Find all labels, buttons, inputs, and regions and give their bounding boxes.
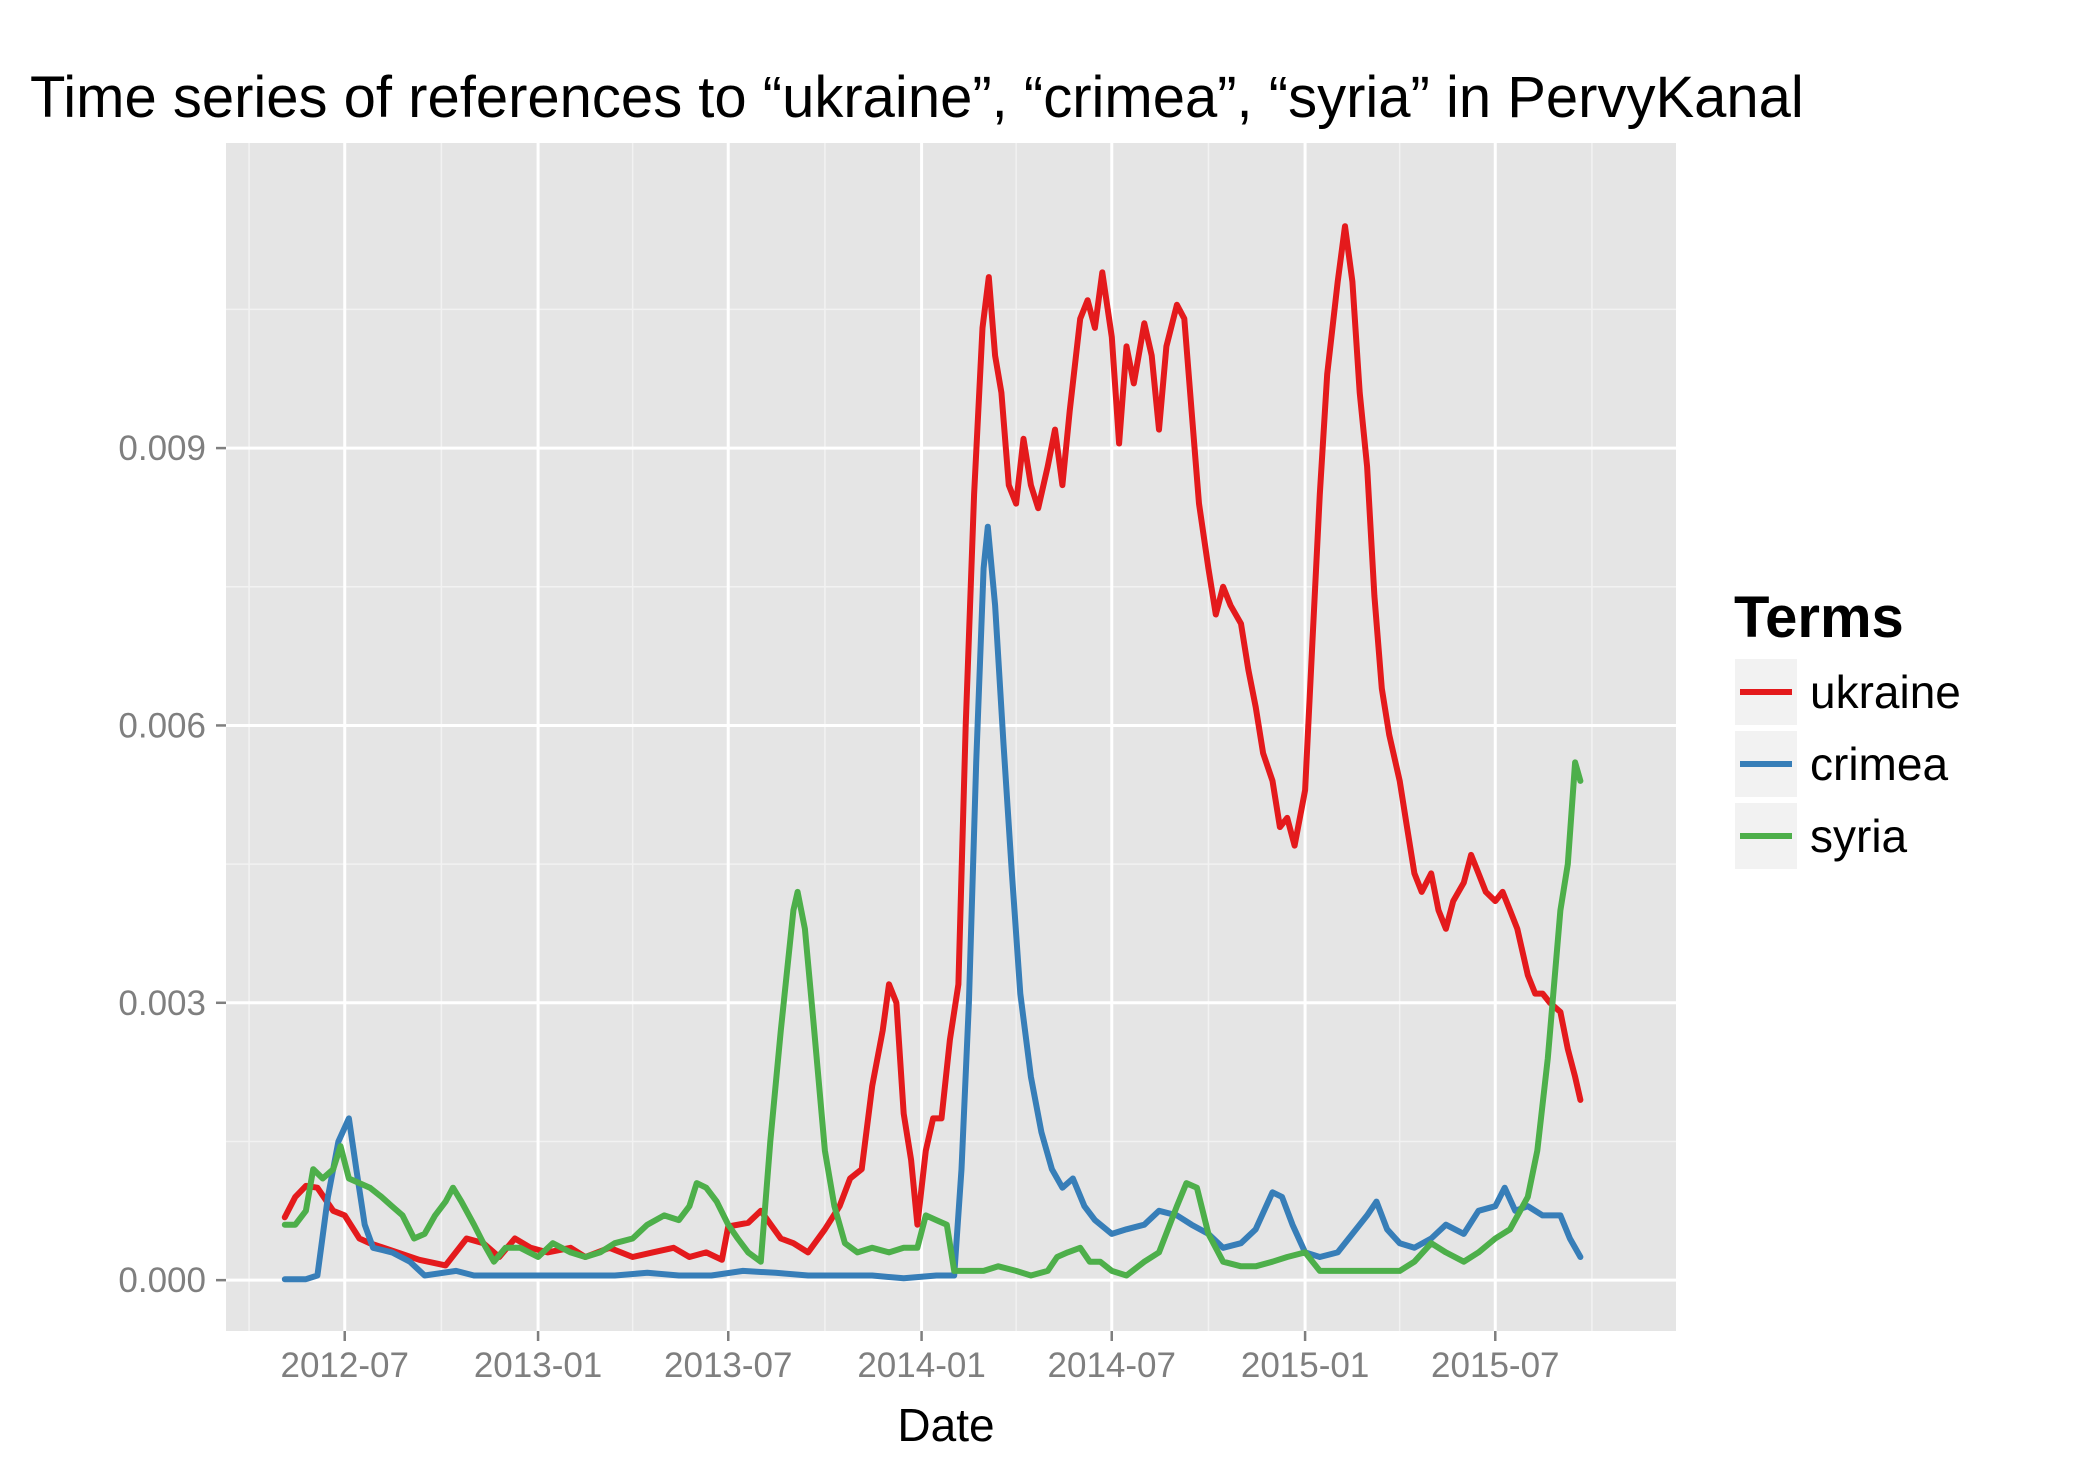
x-tick-label: 2014-07 bbox=[1048, 1346, 1176, 1385]
legend-label-crimea: crimea bbox=[1810, 738, 1948, 790]
x-tick-label: 2015-01 bbox=[1241, 1346, 1369, 1385]
chart-title: Time series of references to “ukraine”, … bbox=[30, 65, 1804, 130]
series-line-ukraine bbox=[281, 223, 1584, 1269]
plot-panel bbox=[226, 143, 1676, 1331]
x-axis-title: Date bbox=[897, 1399, 994, 1451]
x-tick-label: 2015-07 bbox=[1431, 1346, 1559, 1385]
series-lines bbox=[281, 223, 1584, 1283]
y-axis: 0.000 0.003 0.006 0.009 bbox=[118, 429, 226, 1300]
x-tick-label: 2014-01 bbox=[857, 1346, 985, 1385]
y-tick-label: 0.006 bbox=[118, 706, 206, 745]
x-tick-label: 2013-07 bbox=[664, 1346, 792, 1385]
major-gridlines bbox=[226, 143, 1676, 1331]
legend-label-ukraine: ukraine bbox=[1810, 666, 1961, 718]
y-tick-label: 0.003 bbox=[118, 984, 206, 1023]
y-tick-label: 0.000 bbox=[118, 1261, 206, 1300]
minor-gridlines bbox=[226, 143, 1676, 1331]
legend-label-syria: syria bbox=[1810, 810, 1908, 862]
x-tick-label: 2012-07 bbox=[281, 1346, 409, 1385]
series-line-syria bbox=[281, 759, 1584, 1279]
series-line-crimea bbox=[281, 523, 1584, 1283]
y-tick-label: 0.009 bbox=[118, 429, 206, 468]
legend: Terms ukraine crimea syria bbox=[1733, 585, 1961, 871]
x-tick-label: 2013-01 bbox=[474, 1346, 602, 1385]
legend-title: Terms bbox=[1734, 585, 1904, 650]
x-axis: 2012-07 2013-01 2013-07 2014-01 2014-07 2015-… bbox=[281, 1331, 1560, 1385]
